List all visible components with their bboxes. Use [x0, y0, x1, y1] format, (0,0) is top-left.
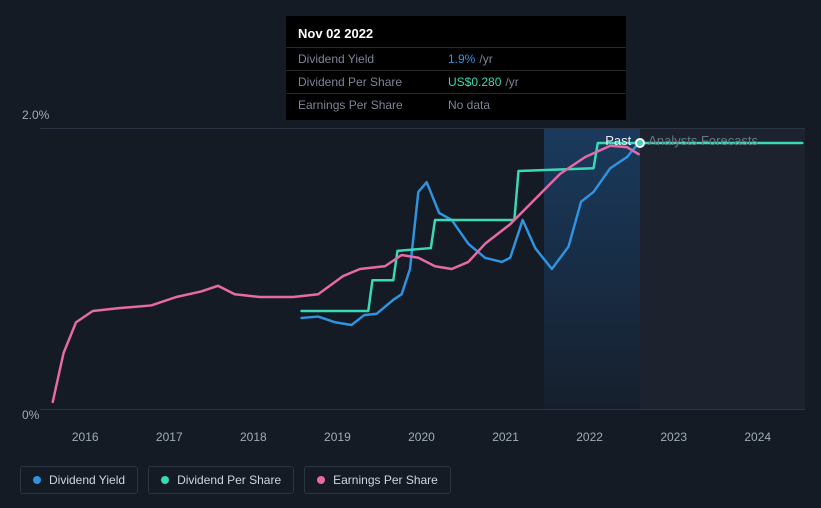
tooltip-date: Nov 02 2022 [286, 16, 626, 48]
legend-label: Dividend Yield [49, 473, 125, 487]
x-axis-label: 2019 [324, 430, 351, 444]
chart-lines [40, 129, 805, 409]
x-axis-label: 2021 [492, 430, 519, 444]
tooltip-row-dps: Dividend Per Share US$0.280 /yr [286, 71, 626, 94]
chart-tooltip: Nov 02 2022 Dividend Yield 1.9% /yr Divi… [286, 16, 626, 120]
hover-marker [635, 138, 645, 148]
tooltip-value: No data [448, 98, 490, 112]
legend-label: Dividend Per Share [177, 473, 281, 487]
tooltip-value: 1.9% [448, 52, 475, 66]
chart-legend: Dividend Yield Dividend Per Share Earnin… [20, 466, 451, 494]
legend-item-yield[interactable]: Dividend Yield [20, 466, 138, 494]
x-axis-label: 2022 [576, 430, 603, 444]
past-label: Past [605, 133, 631, 148]
x-axis-label: 2016 [72, 430, 99, 444]
plot-area[interactable] [40, 128, 805, 410]
legend-label: Earnings Per Share [333, 473, 438, 487]
forecast-label: Analysts Forecasts [648, 133, 758, 148]
x-axis-label: 2023 [660, 430, 687, 444]
x-axis-label: 2017 [156, 430, 183, 444]
x-axis: 2016 2017 2018 2019 2020 2021 2022 2023 2024 [60, 430, 821, 450]
tooltip-label: Earnings Per Share [298, 98, 448, 112]
legend-dot-icon [317, 476, 325, 484]
tooltip-label: Dividend Per Share [298, 75, 448, 89]
tooltip-row-eps: Earnings Per Share No data [286, 94, 626, 120]
y-axis-label-max: 2.0% [22, 108, 49, 122]
tooltip-value: US$0.280 [448, 75, 501, 89]
legend-item-eps[interactable]: Earnings Per Share [304, 466, 451, 494]
tooltip-row-yield: Dividend Yield 1.9% /yr [286, 48, 626, 71]
y-axis-label-min: 0% [22, 408, 39, 422]
tooltip-label: Dividend Yield [298, 52, 448, 66]
x-axis-label: 2020 [408, 430, 435, 444]
tooltip-unit: /yr [505, 75, 518, 89]
x-axis-label: 2024 [744, 430, 771, 444]
legend-dot-icon [161, 476, 169, 484]
tooltip-unit: /yr [479, 52, 492, 66]
legend-item-dps[interactable]: Dividend Per Share [148, 466, 294, 494]
x-axis-label: 2018 [240, 430, 267, 444]
legend-dot-icon [33, 476, 41, 484]
